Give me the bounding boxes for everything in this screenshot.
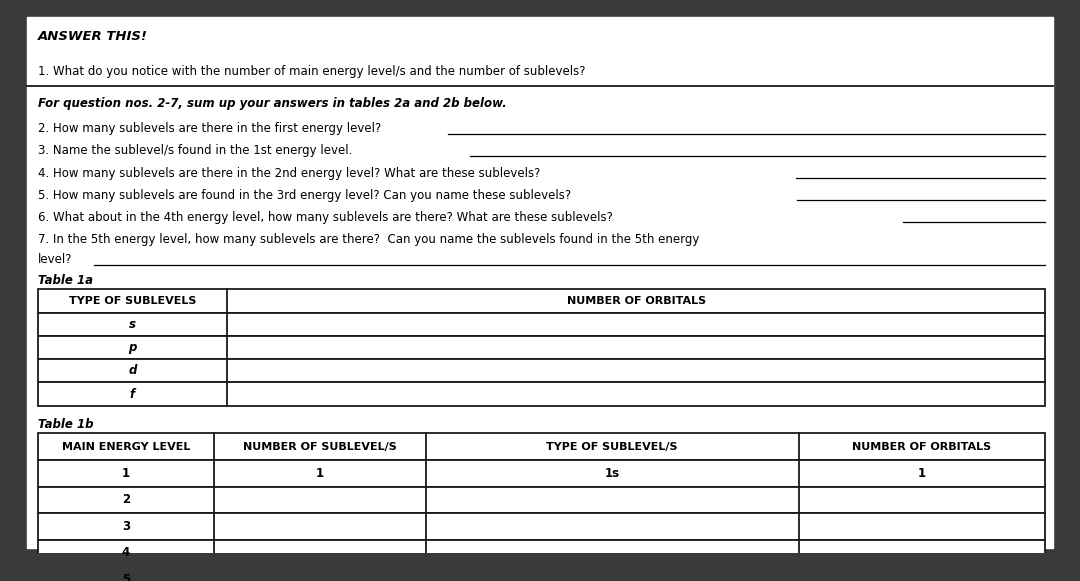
Text: NUMBER OF ORBITALS: NUMBER OF ORBITALS bbox=[567, 296, 705, 306]
Text: NUMBER OF ORBITALS: NUMBER OF ORBITALS bbox=[852, 442, 991, 451]
Text: NUMBER OF SUBLEVEL/S: NUMBER OF SUBLEVEL/S bbox=[243, 442, 396, 451]
FancyBboxPatch shape bbox=[38, 313, 1045, 336]
Text: MAIN ENERGY LEVEL: MAIN ENERGY LEVEL bbox=[62, 442, 190, 451]
Text: 3. Name the sublevel/s found in the 1st energy level.: 3. Name the sublevel/s found in the 1st … bbox=[38, 145, 352, 157]
FancyBboxPatch shape bbox=[38, 486, 1045, 513]
FancyBboxPatch shape bbox=[38, 460, 1045, 486]
Text: Table 1a: Table 1a bbox=[38, 274, 93, 287]
Text: f: f bbox=[130, 388, 135, 400]
Text: 7. In the 5th energy level, how many sublevels are there?  Can you name the subl: 7. In the 5th energy level, how many sub… bbox=[38, 233, 699, 246]
Text: p: p bbox=[129, 341, 136, 354]
Text: s: s bbox=[129, 318, 136, 331]
FancyBboxPatch shape bbox=[38, 289, 1045, 313]
Text: 1: 1 bbox=[918, 467, 926, 480]
Text: d: d bbox=[129, 364, 136, 377]
Text: TYPE OF SUBLEVEL/S: TYPE OF SUBLEVEL/S bbox=[546, 442, 678, 451]
Text: 1s: 1s bbox=[605, 467, 620, 480]
FancyBboxPatch shape bbox=[38, 540, 1045, 566]
Text: level?: level? bbox=[38, 253, 72, 266]
Text: 1: 1 bbox=[122, 467, 130, 480]
Text: 4. How many sublevels are there in the 2nd energy level? What are these sublevel: 4. How many sublevels are there in the 2… bbox=[38, 167, 540, 180]
Text: 6. What about in the 4th energy level, how many sublevels are there? What are th: 6. What about in the 4th energy level, h… bbox=[38, 211, 612, 224]
Text: 5. How many sublevels are found in the 3rd energy level? Can you name these subl: 5. How many sublevels are found in the 3… bbox=[38, 189, 571, 202]
FancyBboxPatch shape bbox=[38, 336, 1045, 359]
FancyBboxPatch shape bbox=[38, 566, 1045, 581]
Text: 1: 1 bbox=[315, 467, 324, 480]
Text: Table 1b: Table 1b bbox=[38, 418, 93, 431]
Text: 2: 2 bbox=[122, 493, 130, 506]
FancyBboxPatch shape bbox=[38, 382, 1045, 406]
FancyBboxPatch shape bbox=[38, 433, 1045, 460]
FancyBboxPatch shape bbox=[27, 17, 1053, 548]
Text: TYPE OF SUBLEVELS: TYPE OF SUBLEVELS bbox=[69, 296, 195, 306]
Text: 3: 3 bbox=[122, 520, 130, 533]
FancyBboxPatch shape bbox=[38, 359, 1045, 382]
FancyBboxPatch shape bbox=[38, 513, 1045, 540]
Text: ANSWER THIS!: ANSWER THIS! bbox=[38, 30, 148, 44]
Text: 5: 5 bbox=[122, 573, 130, 581]
Text: For question nos. 2-7, sum up your answers in tables 2a and 2b below.: For question nos. 2-7, sum up your answe… bbox=[38, 97, 507, 110]
Text: 4: 4 bbox=[122, 546, 130, 560]
Text: 2. How many sublevels are there in the first energy level?: 2. How many sublevels are there in the f… bbox=[38, 123, 381, 135]
Text: 1. What do you notice with the number of main energy level/s and the number of s: 1. What do you notice with the number of… bbox=[38, 64, 585, 78]
